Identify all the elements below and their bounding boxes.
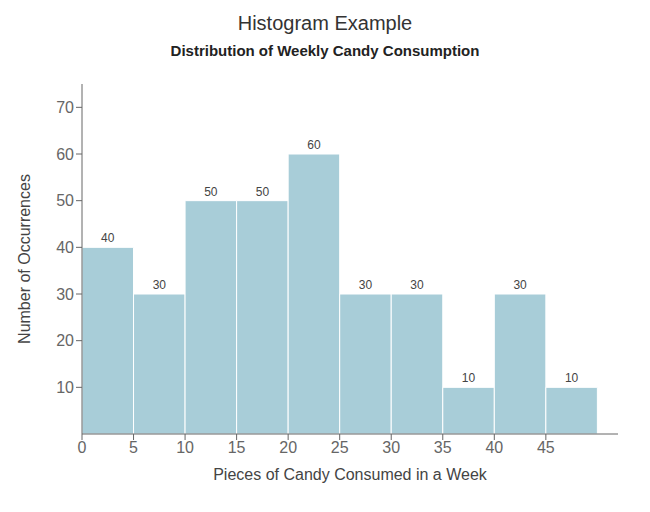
svg-text:70: 70 [56,99,74,116]
svg-text:30: 30 [153,278,167,292]
svg-text:20: 20 [279,439,297,456]
svg-text:0: 0 [78,439,87,456]
svg-text:45: 45 [537,439,555,456]
svg-text:50: 50 [256,185,270,199]
svg-text:40: 40 [56,239,74,256]
svg-text:30: 30 [359,278,373,292]
svg-text:10: 10 [462,371,476,385]
svg-text:60: 60 [307,138,321,152]
svg-text:10: 10 [56,379,74,396]
svg-text:15: 15 [228,439,246,456]
svg-text:10: 10 [176,439,194,456]
svg-text:20: 20 [56,332,74,349]
svg-text:40: 40 [101,231,115,245]
svg-text:40: 40 [485,439,503,456]
svg-text:30: 30 [56,286,74,303]
svg-text:30: 30 [410,278,424,292]
html-text:Distribution of Weekly Candy C: Distribution of Weekly Candy Consumption [170,42,480,59]
svg-text:25: 25 [331,439,349,456]
svg-text:Pieces of Candy Consumed in a: Pieces of Candy Consumed in a Week [213,466,488,483]
svg-text:30: 30 [513,278,527,292]
svg-text:50: 50 [56,192,74,209]
svg-text:50: 50 [204,185,218,199]
svg-text:30: 30 [382,439,400,456]
svg-text:35: 35 [434,439,452,456]
svg-text:Number of Occurrences: Number of Occurrences [16,174,33,344]
html-text:Histogram Example: Histogram Example [237,12,413,34]
svg-text:10: 10 [565,371,579,385]
svg-text:5: 5 [129,439,138,456]
svg-text:60: 60 [56,146,74,163]
